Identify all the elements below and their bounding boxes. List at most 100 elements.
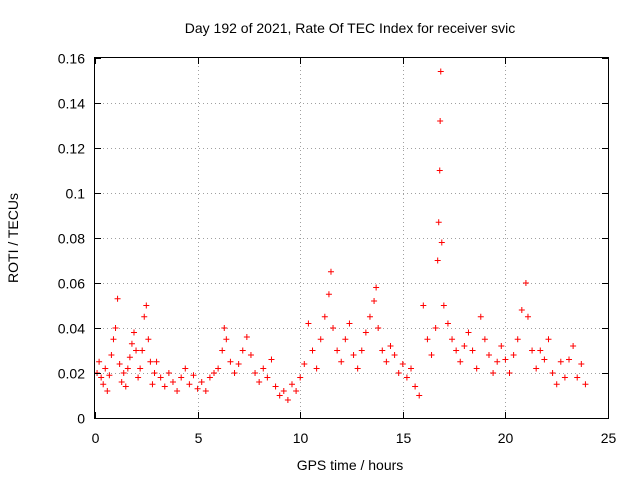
data-point [373, 284, 380, 291]
data-point [317, 336, 324, 343]
data-point [453, 347, 460, 354]
data-point [566, 356, 573, 363]
data-point [457, 358, 464, 365]
data-point [391, 352, 398, 358]
y-tick-label: 0.02 [58, 366, 85, 382]
data-point [498, 343, 505, 349]
data-point [305, 320, 312, 327]
data-point [545, 336, 552, 343]
x-tick-label: 20 [498, 430, 514, 446]
data-point [169, 379, 176, 385]
data-point [490, 370, 497, 376]
data-point [133, 347, 140, 354]
data-point [485, 352, 492, 358]
data-point [537, 347, 544, 354]
data-point [190, 372, 197, 379]
data-point [126, 354, 133, 361]
data-point [420, 302, 427, 309]
data-point [143, 302, 150, 309]
data-point [252, 370, 259, 376]
data-point [432, 325, 439, 331]
data-point [235, 361, 242, 367]
data-point [178, 374, 185, 381]
data-point [100, 381, 107, 388]
data-point [106, 372, 113, 379]
data-point [120, 370, 127, 376]
data-point [243, 334, 250, 340]
data-point [284, 397, 291, 403]
data-point [553, 381, 560, 388]
data-point [408, 365, 415, 372]
data-point [165, 370, 172, 376]
data-point [481, 336, 488, 343]
y-axis-label: ROTI / TECUs [5, 193, 21, 283]
data-point [124, 365, 131, 372]
data-point [202, 388, 209, 394]
data-point [412, 383, 419, 390]
data-point [549, 370, 556, 376]
data-point [338, 358, 345, 365]
data-point [161, 383, 168, 390]
y-tick-label: 0.16 [58, 51, 85, 67]
data-point [434, 257, 441, 264]
data-point [141, 313, 148, 320]
data-point [98, 374, 105, 381]
x-tick-label: 10 [293, 430, 309, 446]
y-tick-label: 0.12 [58, 141, 85, 157]
data-point [403, 374, 410, 381]
data-point [354, 365, 361, 372]
data-point [438, 239, 445, 246]
y-tick-label: 0.14 [58, 96, 85, 112]
data-point [522, 280, 529, 286]
data-point [301, 361, 308, 367]
data-point [108, 352, 115, 358]
x-tick-label: 0 [92, 430, 100, 446]
data-point [383, 358, 390, 365]
data-point [541, 356, 548, 363]
data-point [346, 320, 353, 327]
data-point [104, 388, 111, 394]
data-point [440, 302, 447, 309]
data-point [371, 298, 378, 304]
data-point [153, 358, 160, 365]
data-point [102, 365, 109, 372]
data-point [219, 347, 226, 354]
data-point [570, 343, 577, 349]
data-point [223, 336, 230, 343]
data-point [128, 340, 135, 347]
data-point [118, 379, 125, 385]
data-point [227, 358, 234, 365]
data-point [325, 291, 332, 298]
data-point [206, 374, 213, 381]
data-point [524, 313, 531, 320]
data-point [186, 381, 193, 388]
data-point [268, 356, 275, 363]
data-point [231, 370, 238, 376]
data-point [194, 385, 201, 392]
data-point [313, 365, 320, 372]
data-point [272, 383, 279, 390]
data-point [114, 295, 121, 302]
data-point [330, 325, 337, 331]
data-point [116, 361, 123, 367]
data-point [578, 361, 585, 367]
data-point [428, 352, 435, 358]
data-point [444, 320, 451, 327]
data-point [149, 381, 156, 388]
data-point [582, 381, 589, 388]
data-point [211, 370, 218, 376]
plot-frame [94, 57, 609, 419]
data-point [436, 167, 443, 174]
data-point [110, 336, 117, 343]
y-tick-label: 0 [77, 411, 85, 427]
data-point [502, 356, 509, 363]
data-point [465, 329, 472, 336]
data-point [473, 365, 480, 372]
data-point [477, 313, 484, 320]
data-point [151, 370, 158, 376]
data-point [518, 307, 525, 313]
data-point [469, 347, 476, 354]
data-point [327, 268, 334, 275]
y-tick-label: 0.1 [66, 186, 86, 202]
data-point [139, 347, 146, 354]
